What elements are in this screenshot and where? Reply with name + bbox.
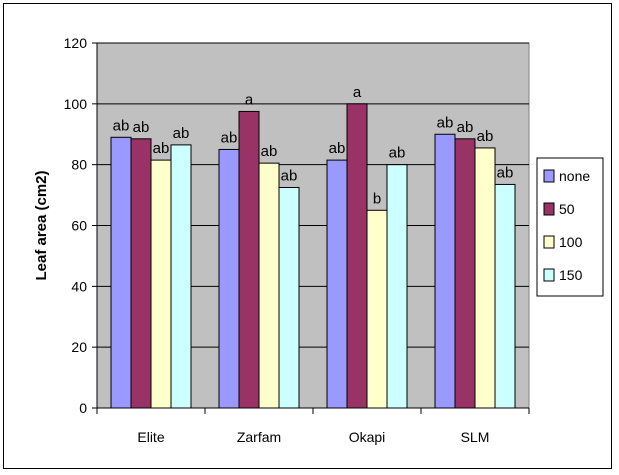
data-label: ab <box>437 114 454 131</box>
legend-label: 150 <box>559 267 583 283</box>
legend-swatch-150 <box>543 268 555 282</box>
bar-okapi-100 <box>366 209 388 409</box>
data-label: ab <box>261 143 278 160</box>
y-tick-label: 0 <box>79 400 87 416</box>
data-label: ab <box>281 167 298 184</box>
bar-okapi-none <box>326 159 348 409</box>
data-label: ab <box>497 164 514 181</box>
legend-swatch-none <box>543 169 555 183</box>
data-label: a <box>245 91 254 108</box>
x-tick-label: Okapi <box>349 429 386 445</box>
legend-swatch-100 <box>543 235 555 249</box>
y-tick-label: 80 <box>71 157 87 173</box>
bar-zarfam-150 <box>278 186 300 409</box>
x-tick-label: SLM <box>461 429 490 445</box>
bar-okapi-50 <box>346 103 368 409</box>
data-label: ab <box>477 128 494 145</box>
bar-elite-100 <box>150 159 172 409</box>
bar-zarfam-100 <box>258 162 280 409</box>
legend-swatch-50 <box>543 202 555 216</box>
data-label: ab <box>173 125 190 142</box>
bar-slm-150 <box>494 183 516 409</box>
y-tick-label: 40 <box>71 278 87 294</box>
data-label: ab <box>113 117 130 134</box>
data-label: ab <box>389 145 406 162</box>
legend-label: 100 <box>559 234 583 250</box>
bar-elite-150 <box>170 144 192 409</box>
bar-zarfam-50 <box>238 110 260 409</box>
y-tick-label: 120 <box>64 35 88 51</box>
y-tick-label: 20 <box>71 339 87 355</box>
bar-elite-none <box>110 136 132 409</box>
x-tick-label: Elite <box>137 429 164 445</box>
y-tick-label: 60 <box>71 218 87 234</box>
data-label: b <box>373 190 381 207</box>
bar-zarfam-none <box>218 148 240 409</box>
data-label: a <box>353 84 362 101</box>
x-tick-label: Zarfam <box>237 429 281 445</box>
y-tick-label: 100 <box>64 96 88 112</box>
axes: 0 20 40 60 80 100 120 Elite Zarfam Okapi SLM <box>64 35 530 445</box>
legend-label: 50 <box>559 201 575 217</box>
bars <box>110 103 516 409</box>
y-axis-label: Leaf area (cm2) <box>33 170 50 280</box>
bar-elite-50 <box>130 138 152 409</box>
bar-slm-none <box>434 133 456 409</box>
data-label: ab <box>153 140 170 157</box>
bar-okapi-150 <box>386 164 408 409</box>
legend-label: none <box>559 168 590 184</box>
data-label: ab <box>133 119 150 136</box>
data-label: ab <box>457 119 474 136</box>
bar-slm-50 <box>454 138 476 409</box>
data-label: ab <box>221 129 238 146</box>
bar-slm-100 <box>474 147 496 409</box>
data-label: ab <box>329 140 346 157</box>
legend: none 50 100 150 <box>536 157 604 297</box>
